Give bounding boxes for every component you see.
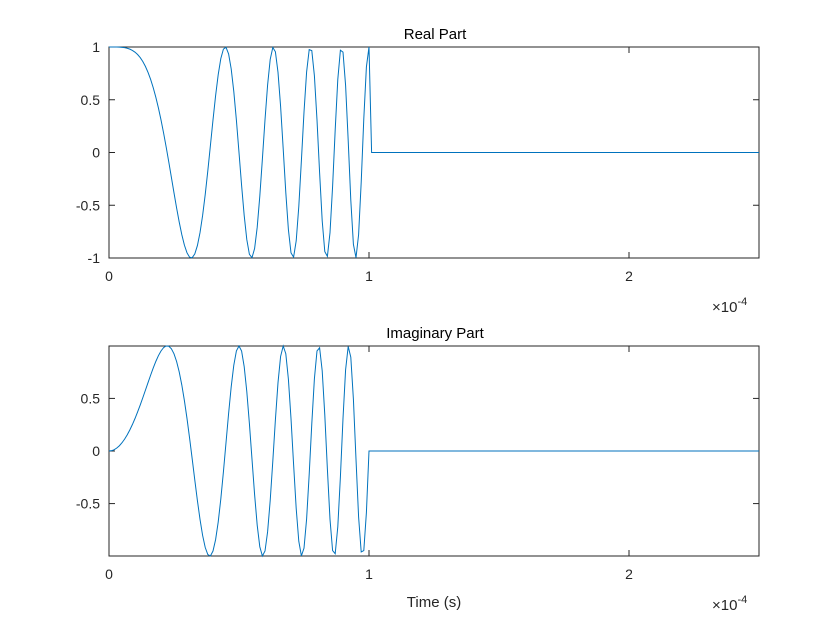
real-part-x-tick-label: 2 <box>625 268 633 284</box>
real-part-x-tick-label: 1 <box>365 268 373 284</box>
imaginary-part-plot: Imaginary Part 0 1 2 0.5 0 -0.5 Time (s) ×10-… <box>76 325 760 614</box>
real-part-series-line <box>109 46 759 259</box>
imaginary-part-y-tick-label: 0 <box>92 443 100 459</box>
imaginary-part-x-tick-label: 1 <box>365 566 373 582</box>
real-part-x-tick-label: 0 <box>105 268 113 284</box>
imaginary-part-x-label: Time (s) <box>407 594 461 611</box>
real-part-plot: Real Part 0 1 2 1 0.5 0 -0.5 -1 ×10-4 <box>76 26 760 316</box>
real-part-title: Real Part <box>404 26 467 43</box>
real-part-y-tick-label: 0 <box>92 145 100 161</box>
imaginary-part-x-exponent: ×10-4 <box>712 594 747 614</box>
imaginary-part-title: Imaginary Part <box>386 325 484 342</box>
real-part-y-tick-label: 1 <box>92 39 100 55</box>
real-part-y-tick-label: -0.5 <box>76 197 100 213</box>
real-part-y-tick-label: -1 <box>88 250 101 266</box>
imaginary-part-x-tick-label: 0 <box>105 566 113 582</box>
real-part-y-tick-label: 0.5 <box>81 92 101 108</box>
imaginary-part-y-tick-label: -0.5 <box>76 496 100 512</box>
imaginary-part-y-tick-label: 0.5 <box>81 390 101 406</box>
imaginary-part-series-line <box>108 344 759 558</box>
imaginary-part-x-tick-label: 2 <box>625 566 633 582</box>
imaginary-part-ticks: 0 1 2 0.5 0 -0.5 <box>76 346 759 582</box>
real-part-x-exponent: ×10-4 <box>712 296 747 316</box>
